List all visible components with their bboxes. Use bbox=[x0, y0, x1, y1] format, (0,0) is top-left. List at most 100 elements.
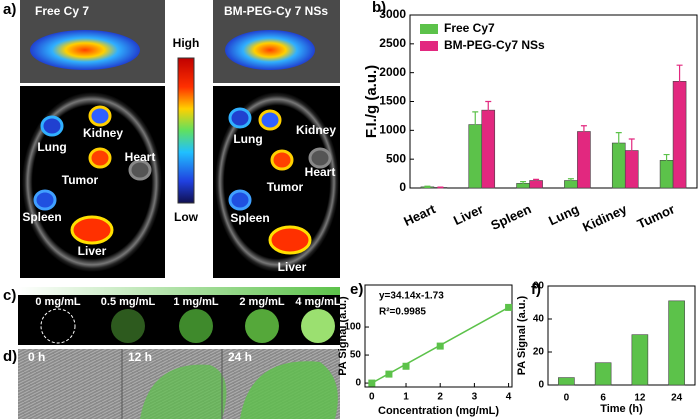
y-tick-label: 2500 bbox=[379, 36, 406, 50]
organ bbox=[270, 149, 294, 171]
error-bar bbox=[520, 181, 527, 186]
x-tick-label: 3 bbox=[472, 392, 478, 403]
organ-label: Lung bbox=[37, 140, 66, 154]
image-title: BM-PEG-Cy 7 NSs bbox=[224, 4, 328, 18]
y-tick-label: 500 bbox=[386, 151, 406, 165]
pa-signal bbox=[240, 361, 338, 419]
x-tick-label: Spleen bbox=[488, 201, 533, 233]
legend-label: Free Cy7 bbox=[444, 21, 495, 35]
x-axis-label: Concentration (mg/mL) bbox=[378, 405, 499, 417]
point bbox=[505, 303, 513, 311]
organ-label: Spleen bbox=[230, 211, 269, 225]
y-axis-label: PA Signal (a.u.) bbox=[337, 296, 349, 376]
y-tick-label: 100 bbox=[344, 322, 361, 333]
point bbox=[385, 370, 393, 378]
x-tick-label: Liver bbox=[451, 201, 486, 228]
panel-label: c) bbox=[3, 287, 16, 304]
panel-label: b) bbox=[372, 0, 386, 16]
y-tick-label: 0 bbox=[538, 380, 544, 391]
x-tick-label: Lung bbox=[546, 201, 581, 228]
point bbox=[368, 379, 376, 387]
concentration-label: 2 mg/mL bbox=[239, 296, 285, 308]
organ-label: Lung bbox=[233, 132, 262, 146]
plot-frame bbox=[547, 285, 696, 386]
color-scale bbox=[177, 57, 195, 204]
bar bbox=[577, 131, 591, 189]
concentration-bar bbox=[18, 287, 340, 295]
error-bar bbox=[485, 100, 492, 120]
r-squared: R²=0.9985 bbox=[379, 307, 426, 318]
organ-label: Tumor bbox=[267, 180, 304, 194]
petri-dish bbox=[215, 92, 339, 272]
x-tick-label: 2 bbox=[437, 392, 443, 403]
bar bbox=[594, 362, 612, 386]
organ-label: Liver bbox=[78, 244, 107, 258]
organ bbox=[40, 115, 64, 137]
organ bbox=[33, 189, 57, 211]
y-axis-label: PA Signal (a.u.) bbox=[516, 295, 528, 375]
concentration-label: 1 mg/mL bbox=[173, 296, 219, 308]
plot-frame bbox=[364, 284, 513, 388]
scale-low: Low bbox=[174, 210, 199, 224]
concentration-label: 0 mg/mL bbox=[35, 296, 81, 308]
x-tick-label: Tumor bbox=[635, 201, 677, 231]
x-tick-label: 0 bbox=[564, 393, 570, 404]
bar bbox=[668, 300, 685, 386]
x-tick-label: 24 bbox=[671, 393, 683, 404]
y-tick-label: 40 bbox=[533, 314, 545, 325]
y-tick-label: 20 bbox=[533, 347, 545, 358]
phantom bbox=[40, 308, 76, 344]
legend-label: BM-PEG-Cy7 NSs bbox=[444, 38, 545, 52]
x-tick-label: Kidiney bbox=[580, 201, 630, 235]
x-tick-label: 6 bbox=[600, 393, 606, 404]
error-bar bbox=[663, 153, 670, 167]
error-bar bbox=[567, 178, 574, 183]
concentration-label: 4 mg/mL bbox=[295, 296, 341, 308]
panel-d: d) bbox=[3, 348, 340, 419]
y-tick-label: 1500 bbox=[379, 94, 406, 108]
organ bbox=[258, 109, 282, 131]
y-tick-label: 0 bbox=[355, 378, 361, 389]
y-tick-label: 2000 bbox=[379, 65, 406, 79]
organ bbox=[70, 215, 114, 245]
panel-label: f) bbox=[531, 281, 541, 298]
time-label: 12 h bbox=[128, 350, 152, 364]
y-tick-label: 50 bbox=[350, 350, 362, 361]
organ bbox=[308, 147, 332, 169]
y-axis-label: F.I./g (a.u.) bbox=[363, 65, 380, 138]
time-label: 0 h bbox=[28, 350, 45, 364]
error-bar bbox=[533, 178, 540, 183]
bar bbox=[481, 109, 496, 189]
mouse-signal bbox=[30, 30, 140, 70]
organ-label: Heart bbox=[305, 165, 336, 179]
mouse-signal bbox=[225, 30, 315, 70]
error-bar bbox=[676, 64, 683, 99]
organ bbox=[88, 147, 112, 169]
scale-high: High bbox=[173, 36, 200, 50]
panel-label: d) bbox=[3, 348, 17, 365]
phantom bbox=[301, 309, 335, 343]
x-tick-label: 1 bbox=[403, 392, 409, 403]
legend-swatch bbox=[420, 41, 438, 51]
organ-label: Kidney bbox=[83, 126, 123, 140]
organ-label: Heart bbox=[125, 150, 156, 164]
error-bar bbox=[472, 111, 479, 138]
pa-signal bbox=[140, 364, 227, 419]
y-tick-label: 1000 bbox=[379, 123, 406, 137]
organ-label: Liver bbox=[278, 260, 307, 274]
x-tick-label: 12 bbox=[634, 393, 646, 404]
equation: y=34.14x-1.73 bbox=[379, 291, 444, 302]
y-tick-label: 0 bbox=[399, 180, 406, 194]
image-title: Free Cy 7 bbox=[35, 4, 89, 18]
error-bar bbox=[615, 132, 622, 154]
bar bbox=[631, 334, 649, 386]
legend-swatch bbox=[420, 24, 438, 34]
y-tick-label: 60 bbox=[533, 281, 545, 292]
error-bar bbox=[437, 186, 444, 189]
organ-label: Spleen bbox=[22, 210, 61, 224]
organ-label: Kidney bbox=[296, 123, 336, 137]
phantom bbox=[245, 309, 279, 343]
y-tick-label: 3000 bbox=[379, 7, 406, 21]
x-tick-label: 0 bbox=[369, 392, 375, 403]
